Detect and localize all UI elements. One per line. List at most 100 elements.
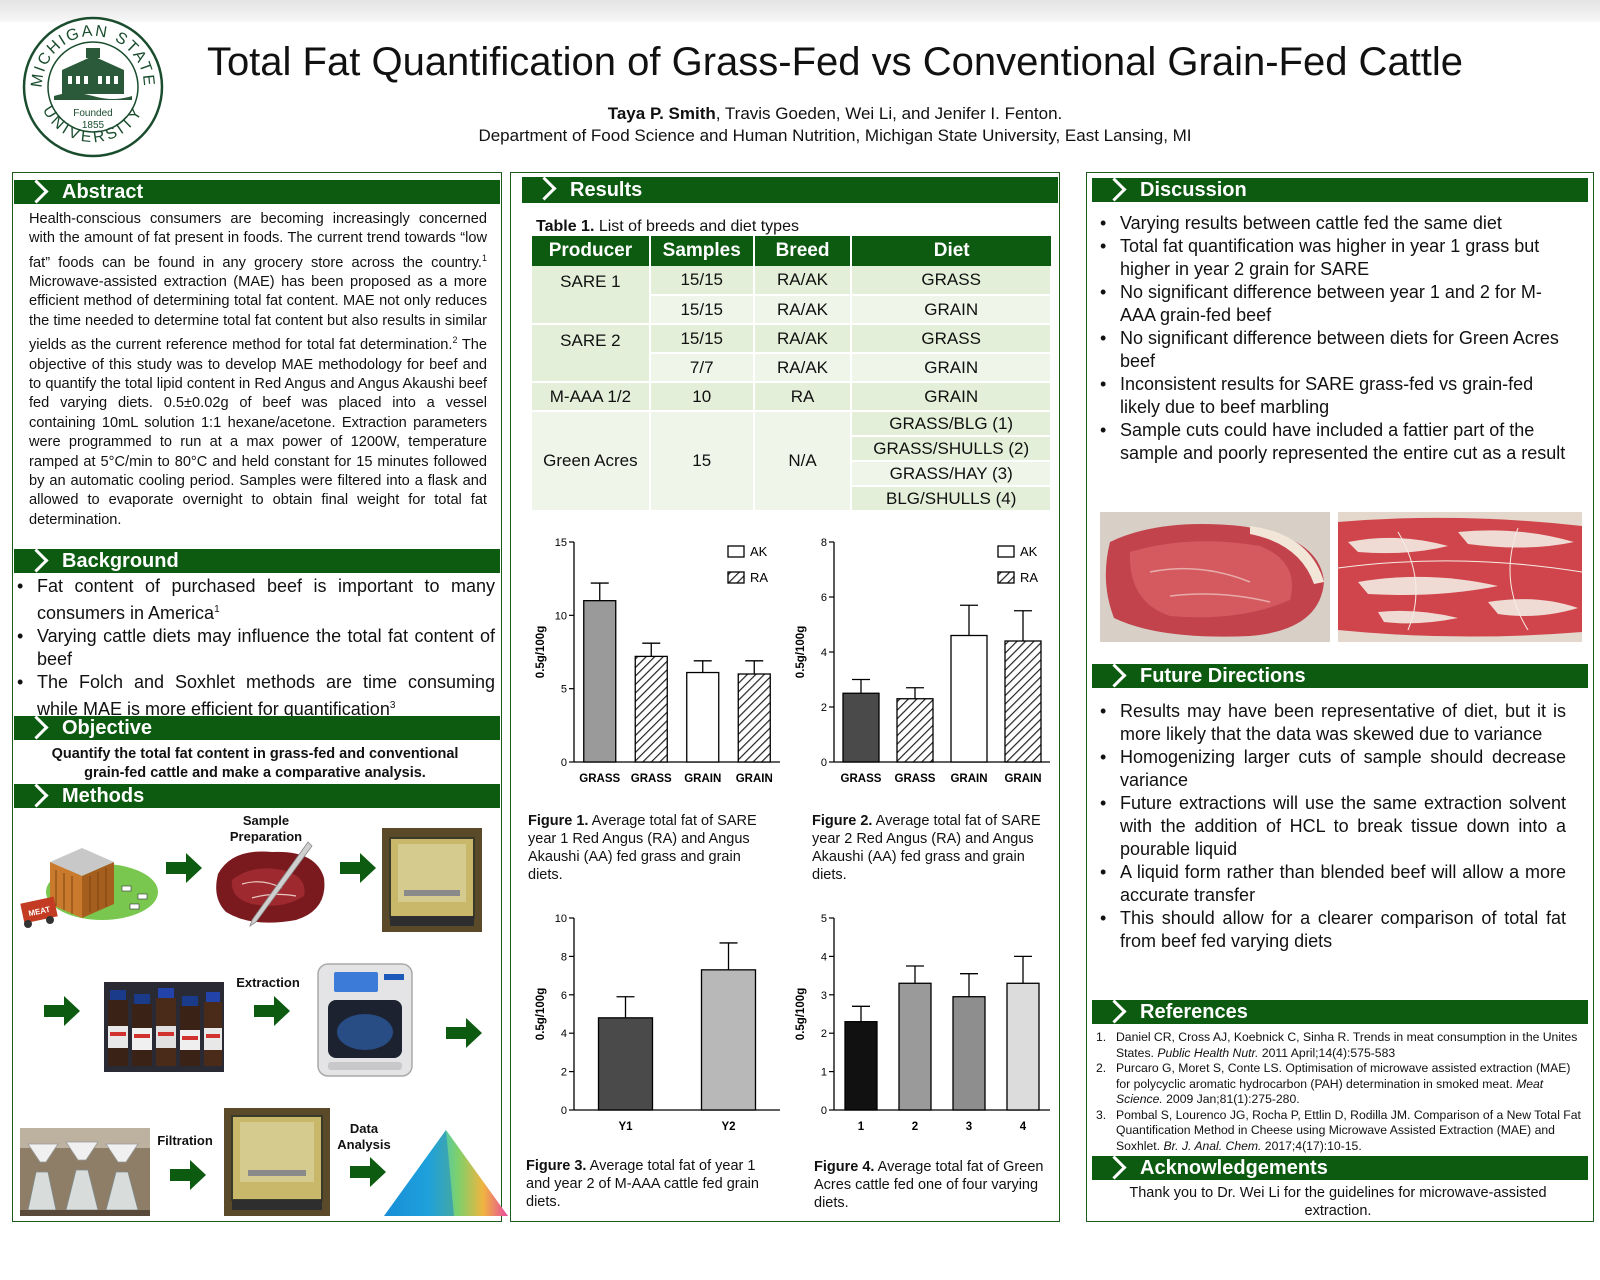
filtration-photo xyxy=(20,1128,150,1216)
y-tick-label: 8 xyxy=(561,951,567,963)
legend-swatch xyxy=(997,545,1015,558)
y-axis-label: 0.5g/100g xyxy=(535,988,547,1040)
figure-3-caption: Figure 3. Average total fat of year 1 an… xyxy=(526,1158,759,1210)
list-item: This should allow for a clearer comparis… xyxy=(1100,907,1566,953)
table-cell: 15/15 xyxy=(649,266,755,296)
bar xyxy=(583,600,617,763)
y-tick-label: 15 xyxy=(555,537,567,549)
affiliation: Department of Food Science and Human Nut… xyxy=(478,126,1192,145)
arrow-right-icon xyxy=(446,1018,482,1048)
table-cell: 15/15 xyxy=(649,295,755,325)
table-cell: GRAIN xyxy=(851,382,1052,412)
y-tick-label: 2 xyxy=(821,1028,827,1040)
bar xyxy=(700,969,757,1111)
y-axis-label: 0.5g/100g xyxy=(535,626,547,678)
left-column xyxy=(12,172,502,1222)
table-cell: 7/7 xyxy=(649,353,755,383)
figure-4-chart: 0 1 2 3 4 5 0.5g/100g 1 2 3 4 xyxy=(795,913,1050,1133)
bar xyxy=(1004,640,1042,763)
solvent-bottles-photo xyxy=(104,982,224,1072)
table-cell: RA/AK xyxy=(753,295,853,325)
figure-4-caption: Figure 4. Average total fat of Green Acr… xyxy=(814,1159,1044,1211)
legend-label: RA xyxy=(1020,570,1038,585)
list-item: Varying results between cattle fed the s… xyxy=(1100,212,1568,235)
table-cell: 15 xyxy=(649,411,755,512)
table-header-cell: Breed xyxy=(753,236,853,266)
figure-3-chart: 0 2 4 6 8 10 0.5g/100g Y1 Y2 xyxy=(535,913,780,1133)
y-tick-label: 10 xyxy=(555,610,567,622)
y-tick-label: 4 xyxy=(821,647,827,659)
table-caption: Table 1. List of breeds and diet types xyxy=(536,218,799,235)
table-cell: GRAIN xyxy=(851,353,1052,383)
bar xyxy=(950,634,988,763)
legend-label: RA xyxy=(750,570,768,585)
results-heading: Results xyxy=(522,177,1058,203)
x-tick-label: GRASS xyxy=(895,773,936,785)
legend-swatch xyxy=(727,571,745,584)
legend-swatch xyxy=(997,571,1015,584)
x-tick-label: GRAIN xyxy=(1004,773,1041,785)
table-cell: GRASS xyxy=(851,324,1052,354)
acknowledgements-heading: Acknowledgements xyxy=(1092,1156,1588,1180)
bar xyxy=(952,996,986,1111)
top-bar xyxy=(0,0,1600,22)
svg-text:Founded: Founded xyxy=(73,108,112,119)
x-tick-label: 2 xyxy=(912,1121,918,1133)
lead-author: Taya P. Smith xyxy=(607,104,716,123)
y-tick-label: 3 xyxy=(821,990,827,1002)
y-tick-label: 6 xyxy=(561,990,567,1002)
x-tick-label: GRAIN xyxy=(736,773,773,785)
table-cell: RA/AK xyxy=(753,266,853,296)
y-tick-label: 2 xyxy=(821,702,827,714)
objective-heading: Objective xyxy=(14,716,500,740)
bar xyxy=(1006,982,1040,1111)
graphpad-prism-logo xyxy=(384,1130,508,1216)
table-cell: Green Acres xyxy=(532,411,651,512)
discussion-heading: Discussion xyxy=(1092,178,1588,202)
y-tick-label: 1 xyxy=(821,1067,827,1079)
arrow-right-icon xyxy=(350,1157,386,1187)
balance-photo xyxy=(382,828,482,932)
bar xyxy=(634,655,668,763)
future-directions-heading: Future Directions xyxy=(1092,664,1588,688)
table-row: SARE 2 15/15 RA/AK GRASS xyxy=(532,324,1052,383)
arrow-right-icon xyxy=(340,853,376,883)
table-cell: GRASS/HAY (3) xyxy=(851,461,1052,487)
x-tick-label: 1 xyxy=(858,1121,865,1133)
table-row: M-AAA 1/2 10 RA GRAIN xyxy=(532,382,1052,412)
table-cell: N/A xyxy=(753,411,853,512)
y-tick-label: 6 xyxy=(821,592,827,604)
x-tick-label: Y1 xyxy=(618,1121,633,1133)
beef-cut-photo xyxy=(216,841,325,927)
table-cell: RA/AK xyxy=(753,353,853,383)
co-authors: , Travis Goeden, Wei Li, and Jenifer I. … xyxy=(715,104,1063,123)
abstract-p2: Microwave-assisted extraction (MAE) has … xyxy=(29,274,487,354)
bar xyxy=(898,982,932,1111)
x-tick-label: 3 xyxy=(966,1121,972,1133)
table-cell: GRAIN xyxy=(851,295,1052,325)
background-item: Fat content of purchased beef is importa… xyxy=(17,575,495,625)
sample-prep-label: Sample Preparation xyxy=(229,813,303,844)
table-cell: 10 xyxy=(649,382,755,412)
list-item: Future extractions will use the same ext… xyxy=(1100,792,1566,861)
x-tick-label: GRASS xyxy=(631,773,672,785)
y-tick-label: 2 xyxy=(561,1067,567,1079)
table-cell: 15/15 xyxy=(649,324,755,354)
balance-photo-2 xyxy=(224,1108,330,1216)
poster-title: Total Fat Quantification of Grass-Fed vs… xyxy=(206,40,1464,84)
table-header-cell: Diet xyxy=(851,236,1051,266)
svg-text:1855: 1855 xyxy=(82,120,105,131)
table-header-cell: Producer xyxy=(532,236,651,266)
methods-heading: Methods xyxy=(14,784,500,808)
bar xyxy=(737,673,771,763)
microwave-extractor-photo xyxy=(317,963,413,1077)
y-tick-label: 4 xyxy=(561,1028,567,1040)
table-row: Green Acres 15 N/A GRASS/BLG (1) xyxy=(532,411,1052,512)
reference-item: 3. Pombal S, Lourenco JG, Rocha P, Ettlin… xyxy=(1096,1107,1581,1153)
list-item: A liquid form rather than blended beef w… xyxy=(1100,861,1566,907)
x-tick-label: GRASS xyxy=(579,773,620,785)
list-item: Results may have been representative of … xyxy=(1100,700,1566,746)
objective-text: Quantify the total fat content in grass-… xyxy=(51,746,459,781)
list-item: Total fat quantification was higher in y… xyxy=(1100,235,1568,281)
data-analysis-label: Data Analysis xyxy=(337,1121,391,1152)
